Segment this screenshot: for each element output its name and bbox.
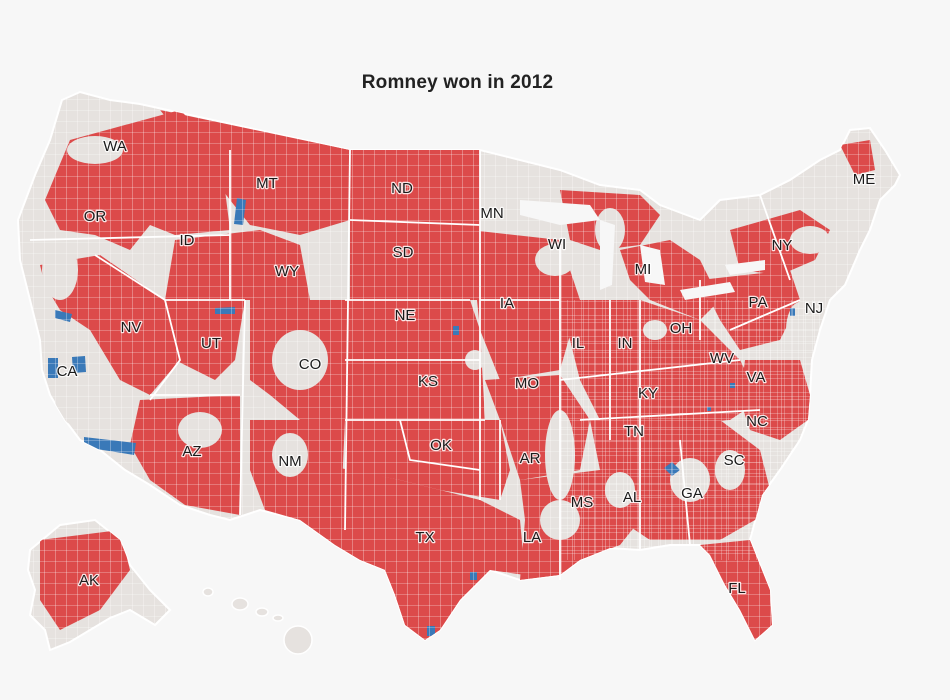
state-labels: WA OR CA ID NV MT WY UT AZ CO NM ND SD N… bbox=[55, 137, 876, 598]
state-label-ia: IA bbox=[500, 295, 514, 312]
state-label-az: AZ bbox=[182, 443, 201, 460]
state-label-al: AL bbox=[623, 489, 641, 506]
state-label-wi: WI bbox=[548, 236, 566, 253]
state-label-me: ME bbox=[853, 171, 876, 188]
state-label-id: ID bbox=[180, 232, 195, 249]
state-label-ky: KY bbox=[638, 385, 658, 402]
state-label-nv: NV bbox=[121, 319, 142, 336]
alaska bbox=[26, 518, 172, 652]
hawaii bbox=[202, 587, 313, 655]
state-label-ar: AR bbox=[520, 450, 541, 467]
state-label-sc: SC bbox=[724, 452, 745, 469]
state-label-wa: WA bbox=[103, 138, 127, 155]
state-label-ak: AK bbox=[79, 572, 99, 589]
state-label-mi: MI bbox=[635, 261, 652, 278]
state-label-ga: GA bbox=[681, 485, 703, 502]
state-label-tx: TX bbox=[415, 529, 434, 546]
state-label-ok: OK bbox=[430, 437, 452, 454]
state-label-wy: WY bbox=[275, 263, 299, 280]
state-label-la: LA bbox=[523, 529, 541, 546]
state-label-in: IN bbox=[618, 335, 633, 352]
state-label-wv: WV bbox=[710, 350, 734, 367]
state-label-sd: SD bbox=[393, 244, 414, 261]
state-label-nj: NJ bbox=[805, 300, 823, 317]
state-label-ne: NE bbox=[395, 307, 416, 324]
state-label-nm: NM bbox=[278, 453, 301, 470]
state-label-il: IL bbox=[572, 335, 585, 352]
state-label-fl: FL bbox=[728, 580, 746, 597]
great-lakes bbox=[520, 200, 765, 300]
state-label-nd: ND bbox=[391, 180, 413, 197]
state-label-co: CO bbox=[299, 356, 322, 373]
state-label-oh: OH bbox=[670, 320, 693, 337]
state-label-mo: MO bbox=[515, 375, 539, 392]
state-borders bbox=[29, 149, 801, 580]
state-label-va: VA bbox=[747, 369, 766, 386]
state-label-ut: UT bbox=[201, 335, 221, 352]
state-label-mt: MT bbox=[256, 175, 278, 192]
state-label-ca: CA bbox=[57, 363, 78, 380]
state-label-pa: PA bbox=[749, 294, 768, 311]
state-label-nc: NC bbox=[746, 413, 768, 430]
state-label-ms: MS bbox=[571, 494, 594, 511]
state-label-or: OR bbox=[84, 208, 107, 225]
state-label-ks: KS bbox=[418, 373, 438, 390]
state-label-ny: NY bbox=[772, 237, 793, 254]
state-label-mn: MN bbox=[480, 205, 503, 222]
state-label-tn: TN bbox=[624, 423, 644, 440]
map-title: Romney won in 2012 bbox=[361, 72, 554, 93]
